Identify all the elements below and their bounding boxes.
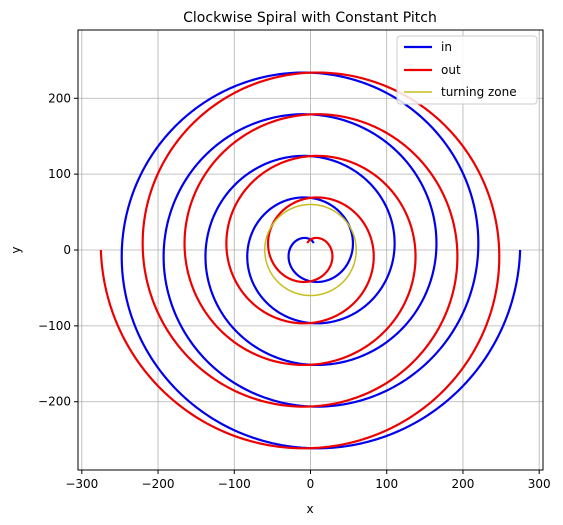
chart-title: Clockwise Spiral with Constant Pitch (183, 10, 437, 26)
plot-area (99, 71, 522, 450)
x-tick-label: 300 (528, 477, 551, 491)
legend: in out turning zone (396, 35, 538, 105)
y-tick-label: −200 (38, 395, 71, 409)
legend-box (396, 35, 538, 105)
series-line-in (120, 71, 522, 450)
legend-label-turning-zone: turning zone (441, 85, 517, 99)
legend-label-out: out (441, 63, 461, 77)
y-tick-label: 100 (48, 167, 71, 181)
y-tick-label: −100 (38, 319, 71, 333)
x-axis-label: x (306, 502, 313, 516)
x-tick-label: −200 (142, 477, 175, 491)
x-tick-label: 0 (307, 477, 315, 491)
y-axis-label: y (9, 246, 23, 253)
x-axis-ticks: −300 −200 −100 0 100 200 300 (65, 470, 551, 491)
y-tick-label: 200 (48, 91, 71, 105)
y-axis-ticks: −200 −100 0 100 200 (38, 91, 78, 409)
y-tick-label: 0 (63, 243, 71, 257)
legend-label-in: in (441, 40, 452, 54)
grid-lines (78, 30, 543, 470)
x-tick-label: 100 (375, 477, 398, 491)
series-line-turning-zone (264, 203, 357, 297)
x-tick-label: −300 (65, 477, 98, 491)
x-tick-label: 200 (452, 477, 475, 491)
series-line-out (99, 71, 501, 450)
x-tick-label: −100 (218, 477, 251, 491)
